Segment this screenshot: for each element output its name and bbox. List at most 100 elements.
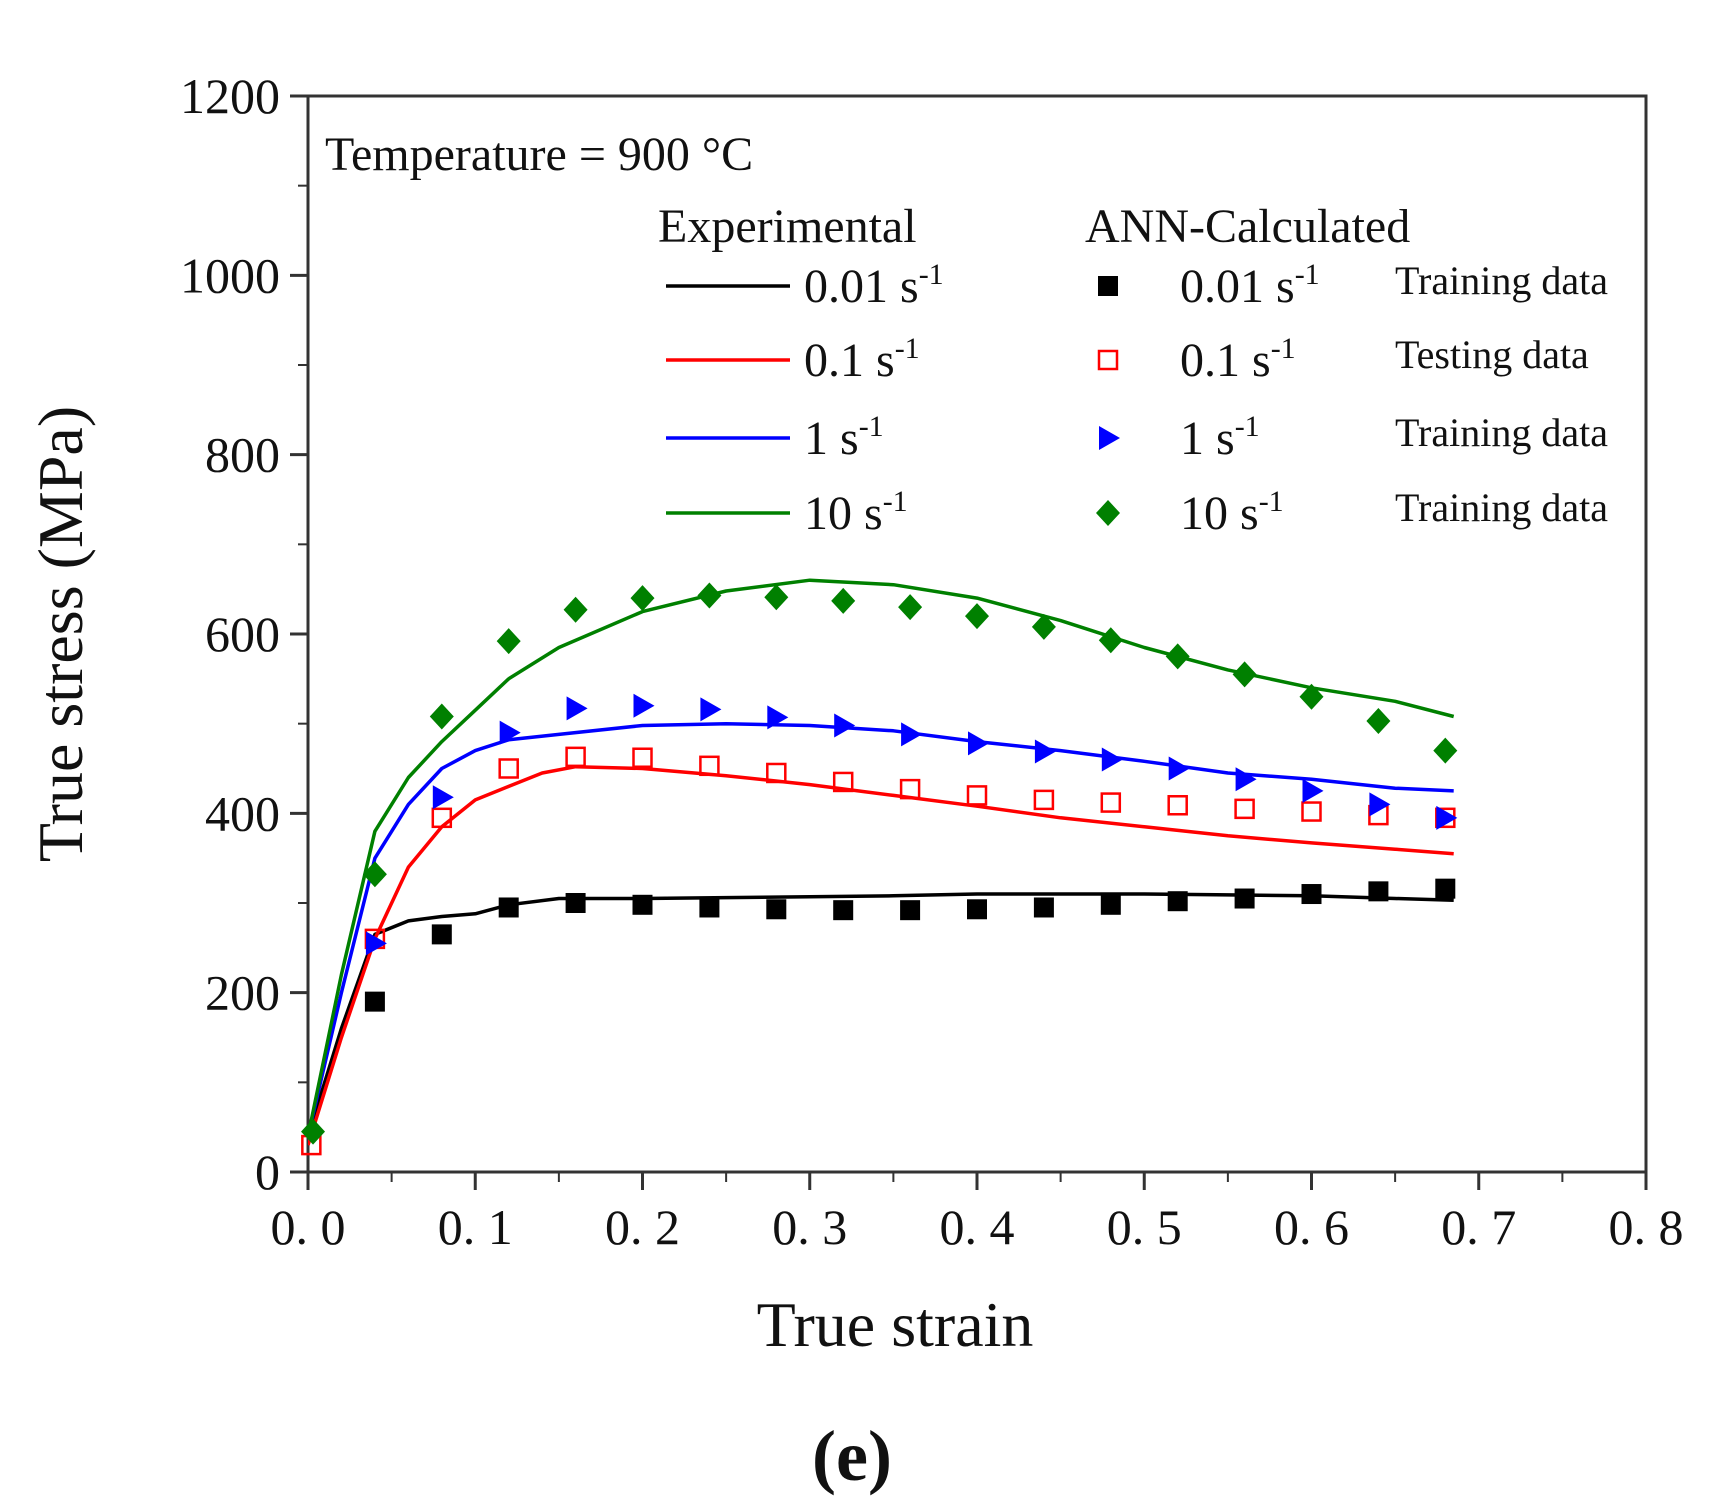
ann-data-point <box>1299 683 1324 710</box>
experimental-line <box>308 578 1455 1137</box>
ann-data-point <box>832 771 854 793</box>
ann-data-point <box>1098 627 1123 654</box>
ann-data-point <box>1034 739 1056 764</box>
ann-data-point <box>1433 737 1458 764</box>
panel-label: (e) <box>812 1416 892 1496</box>
y-tick-label: 1000 <box>180 247 280 303</box>
experimental-line <box>308 721 1454 1137</box>
legend-experimental-header: Experimental <box>658 200 917 253</box>
ann-data-point <box>831 587 856 614</box>
ann-data-point <box>1033 789 1055 811</box>
ann-data-point <box>766 762 787 784</box>
ann-data-point <box>1301 884 1322 905</box>
x-tick-label: 0. 0 <box>271 1199 346 1255</box>
ann-data-point <box>1301 801 1322 822</box>
ann-data-point <box>966 785 988 806</box>
ann-data-point <box>362 861 387 888</box>
legend-marker-swatch <box>1097 349 1119 371</box>
legend-data-note: Testing data <box>1395 332 1589 377</box>
x-tick-label: 0. 3 <box>772 1199 847 1255</box>
ann-data-point <box>1167 891 1188 912</box>
ann-data-point <box>633 693 655 718</box>
ann-data-point <box>699 755 720 777</box>
ann-data-point <box>968 731 989 756</box>
ann-data-point <box>1167 795 1188 816</box>
legend-experimental-label: 0.1 s-1 <box>804 332 920 387</box>
ann-data-point <box>301 1118 326 1145</box>
ann-data-point <box>432 785 454 810</box>
ann-data-point <box>898 594 923 621</box>
legend-ann-label: 0.01 s-1 <box>1180 258 1320 313</box>
legend-exponent: -1 <box>1259 485 1284 518</box>
x-tick-label: 0. 4 <box>940 1199 1015 1255</box>
ann-data-point <box>565 893 586 913</box>
ann-data-point <box>834 713 856 738</box>
legend-exponent: -1 <box>1295 258 1320 291</box>
ann-data-point <box>965 603 989 630</box>
ann-data-point <box>767 705 789 730</box>
legend-exponent: -1 <box>1235 410 1260 443</box>
ann-data-point <box>1234 888 1255 909</box>
ann-data-point <box>498 897 519 918</box>
legend-marker-swatch <box>1099 426 1120 450</box>
x-tick-label: 0. 7 <box>1441 1199 1516 1255</box>
ann-data-point <box>700 697 722 722</box>
legend-exponent: -1 <box>895 332 920 365</box>
legend-ann-label: 0.1 s-1 <box>1180 332 1296 387</box>
ann-data-point <box>1368 881 1389 902</box>
ann-data-point <box>630 585 655 612</box>
ann-data-point <box>1435 878 1456 899</box>
ann-data-point <box>1302 778 1324 803</box>
ann-data-point <box>1100 894 1121 915</box>
ann-data-point <box>900 900 921 921</box>
y-tick-label: 800 <box>205 427 280 483</box>
ann-data-point <box>1235 767 1257 792</box>
ann-data-point <box>496 628 521 655</box>
ann-data-point <box>1234 798 1255 820</box>
ann-data-point <box>1165 643 1190 670</box>
ann-data-point <box>1366 707 1391 734</box>
legend-experimental-label: 1 s-1 <box>804 410 884 465</box>
ann-data-point <box>364 991 385 1012</box>
x-tick-label: 0. 5 <box>1107 1199 1182 1255</box>
x-tick-label: 0. 8 <box>1609 1199 1684 1255</box>
y-tick-label: 1200 <box>180 68 280 124</box>
ann-data-point <box>365 931 387 956</box>
y-axis-title: True stress (MPa) <box>25 406 96 862</box>
ann-data-point <box>899 778 921 800</box>
ann-data-point <box>563 596 588 623</box>
legend-marker-swatch <box>1096 500 1120 526</box>
ann-data-point <box>967 899 987 920</box>
ann-data-point <box>498 758 519 779</box>
ann-data-point <box>429 703 454 730</box>
ann-data-point <box>699 897 720 918</box>
ann-data-point <box>1168 756 1190 781</box>
x-tick-label: 0. 2 <box>605 1199 680 1255</box>
ann-data-point <box>431 924 452 945</box>
x-tick-label: 0. 1 <box>438 1199 513 1255</box>
ann-data-point <box>632 894 653 915</box>
y-tick-label: 0 <box>255 1144 280 1200</box>
temperature-annotation: Temperature = 900 °C <box>325 128 753 181</box>
legend-ann-header: ANN-Calculated <box>1085 200 1410 253</box>
y-tick-label: 600 <box>205 606 280 662</box>
legend-exponent: -1 <box>883 485 908 518</box>
y-tick-label: 400 <box>205 785 280 841</box>
ann-data-point <box>1436 805 1458 830</box>
ann-data-point <box>1369 792 1391 817</box>
legend-experimental-label: 10 s-1 <box>804 485 908 540</box>
ann-data-point <box>1100 792 1122 813</box>
ann-data-point <box>697 582 722 609</box>
legend-exponent: -1 <box>919 258 944 291</box>
ann-data-point <box>431 807 453 829</box>
ann-data-point <box>499 720 521 745</box>
ann-data-point <box>901 722 923 747</box>
ann-data-point <box>1232 661 1257 688</box>
ann-data-point <box>632 747 653 768</box>
legend-ann-label: 10 s-1 <box>1180 485 1284 540</box>
legend-experimental-label: 0.01 s-1 <box>804 258 944 313</box>
experimental-line <box>308 892 1454 1137</box>
legend-exponent: -1 <box>859 410 884 443</box>
ann-data-point <box>833 900 854 921</box>
